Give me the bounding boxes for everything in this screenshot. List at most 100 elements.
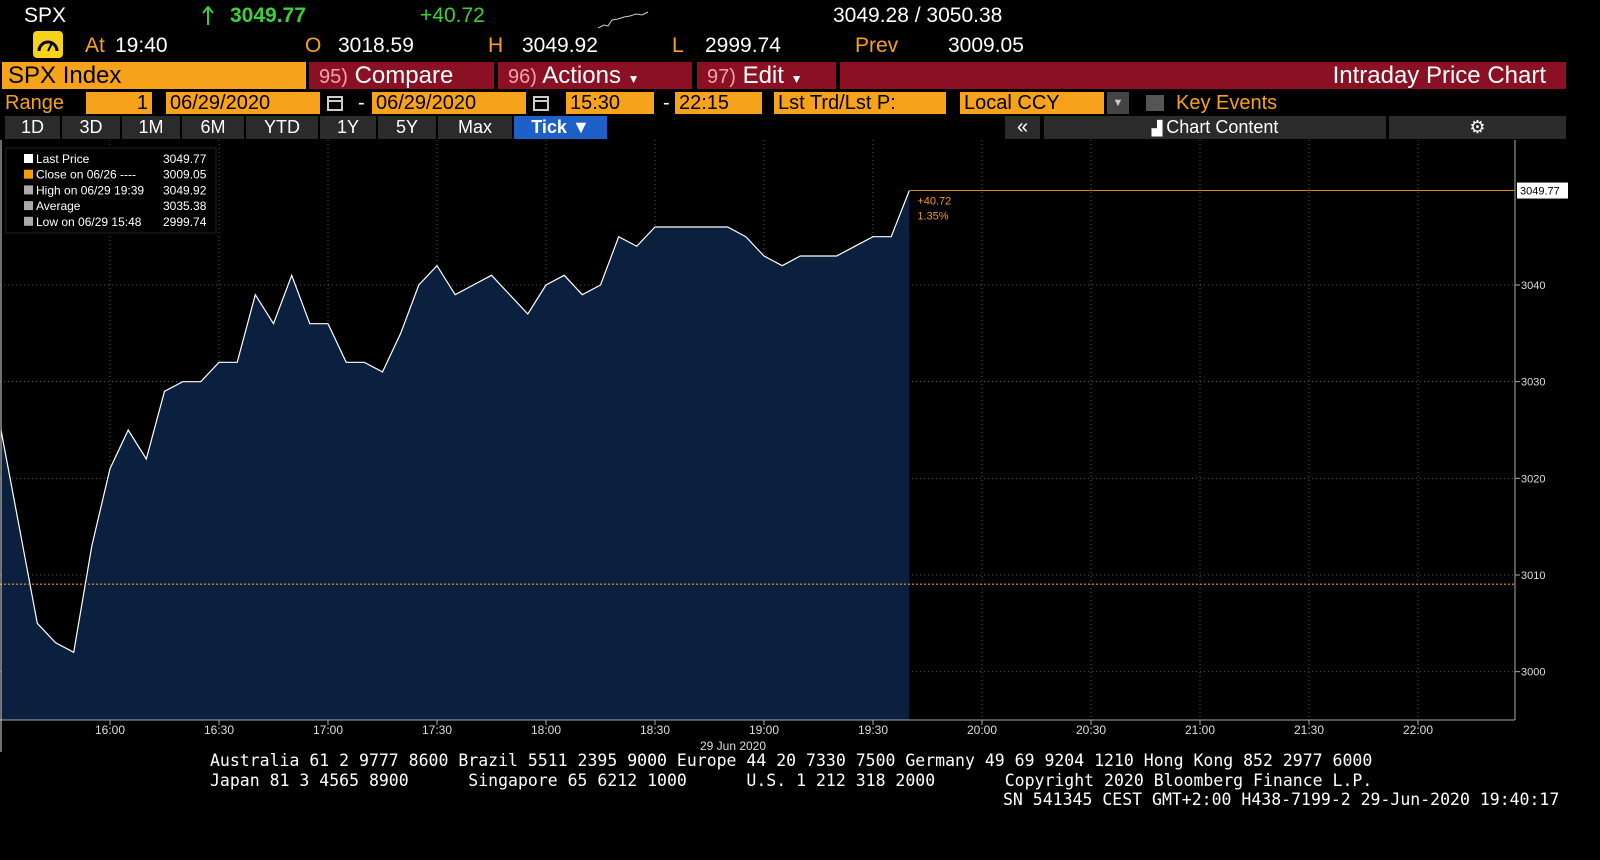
legend-swatch — [24, 185, 33, 195]
ticker: SPX — [24, 4, 67, 27]
x-tick-label: 18:00 — [531, 723, 561, 737]
y-tick-label: 3000 — [1521, 667, 1545, 679]
x-tick-label: 19:30 — [858, 723, 888, 737]
range-label: Range — [5, 92, 64, 114]
legend-swatch — [24, 169, 33, 179]
period-label: 3D — [79, 117, 103, 137]
price-chart: 3000 3010 3020 3030 3040 16:00 16:30 17:00 17:30… — [0, 140, 1568, 753]
legend-label: Close on 06/26 ---- — [36, 168, 136, 182]
menu-label: Edit — [742, 62, 784, 89]
menu-label: Compare — [354, 62, 454, 89]
period-label: 6M — [200, 117, 226, 137]
x-tick-label: 22:00 — [1403, 723, 1433, 737]
legend-label: Last Price — [36, 152, 90, 166]
open: 3018.59 — [338, 34, 414, 57]
price-field[interactable]: Lst Trd/Lst P: — [774, 92, 946, 114]
settings-button[interactable]: ⚙ — [1389, 116, 1566, 139]
currency-dropdown[interactable]: ▼ — [1107, 92, 1129, 114]
start-date[interactable]: 06/29/2020 — [166, 92, 320, 114]
chart-content-label: Chart Content — [1166, 117, 1279, 137]
last-price: 3049.77 — [230, 4, 306, 27]
calendar-icon[interactable] — [326, 94, 344, 112]
x-tick-label: 20:30 — [1076, 723, 1106, 737]
footer-session: SN 541345 CEST GMT+2:00 H438-7199-2 29-J… — [1003, 790, 1560, 809]
legend-value: 3009.05 — [163, 168, 207, 182]
period-label: 1D — [20, 117, 44, 137]
period-label: 5Y — [395, 117, 419, 137]
period-label: Max — [457, 117, 492, 137]
end-date[interactable]: 06/29/2020 — [372, 92, 526, 114]
x-tick-label: 16:00 — [95, 723, 125, 737]
period-button[interactable]: 5Y — [378, 116, 436, 139]
price-area — [1, 190, 910, 721]
legend: Last Price 3049.77 Close on 06/26 ---- 3009… — [5, 147, 217, 234]
x-tick-label: 21:00 — [1185, 723, 1215, 737]
key-events-label: Key Events — [1176, 92, 1278, 114]
period-button[interactable]: 3D — [62, 116, 120, 139]
period-label: Tick — [531, 117, 567, 137]
legend-swatch — [24, 216, 33, 226]
dropdown-arrow: ▼ — [566, 117, 590, 137]
period-button[interactable]: 1M — [122, 116, 180, 139]
high-label: H — [488, 34, 504, 57]
chart-icon: ▟ — [1151, 120, 1167, 136]
start-time[interactable]: 15:30 — [566, 92, 654, 114]
change-annotation: +40.72 — [917, 196, 951, 208]
chart-content-button[interactable]: ▟ Chart Content — [1044, 116, 1386, 139]
period-button[interactable]: Max — [438, 116, 512, 139]
last-price-tag-label: 3049.77 — [1520, 186, 1560, 198]
at-label: At — [85, 34, 105, 57]
y-tick-label: 3040 — [1521, 280, 1545, 292]
range-count[interactable]: 1 — [86, 92, 152, 114]
end-time[interactable]: 22:15 — [675, 92, 762, 114]
menu-number: 97) — [707, 66, 736, 88]
period-label: YTD — [264, 117, 300, 137]
calendar-icon[interactable] — [532, 94, 550, 112]
dropdown-arrow: ▼ — [620, 72, 640, 86]
menu-label: Actions — [542, 62, 621, 89]
dropdown-arrow: ▼ — [783, 72, 803, 86]
period-button[interactable]: 1D — [5, 116, 60, 139]
key-events-checkbox[interactable] — [1146, 95, 1164, 111]
last-price-tag — [1517, 182, 1568, 199]
gauge-icon — [33, 31, 63, 58]
period-button[interactable]: 1Y — [320, 116, 376, 139]
legend-value: 3035.38 — [163, 199, 207, 213]
menu-compare[interactable]: 95) Compare — [309, 62, 494, 89]
low-label: L — [672, 34, 684, 57]
screen-title: Intraday Price Chart — [840, 62, 1566, 89]
legend-bg — [5, 147, 217, 234]
x-tick-label: 21:30 — [1294, 723, 1324, 737]
change-annotation: 1.35% — [917, 211, 948, 223]
period-button[interactable]: Tick ▼ — [514, 116, 607, 139]
currency-field[interactable]: Local CCY — [960, 92, 1104, 114]
y-tick-label: 3010 — [1521, 570, 1545, 582]
prev: 3009.05 — [948, 34, 1024, 57]
collapse-button[interactable]: « — [1005, 116, 1040, 139]
separator: - — [358, 92, 365, 114]
bid-ask: 3049.28 / 3050.38 — [833, 4, 1003, 27]
legend-label: Low on 06/29 15:48 — [36, 215, 142, 229]
menu-edit[interactable]: 97) Edit ▼ — [697, 62, 836, 89]
period-button[interactable]: 6M — [182, 116, 244, 139]
x-tick-label: 17:30 — [422, 723, 452, 737]
security-field[interactable]: SPX Index — [2, 62, 306, 89]
legend-swatch — [24, 201, 33, 211]
menu-actions[interactable]: 96) Actions ▼ — [498, 62, 692, 89]
y-tick-label: 3020 — [1521, 473, 1545, 485]
x-tick-label: 16:30 — [204, 723, 234, 737]
period-label: 1M — [138, 117, 164, 137]
x-tick-label: 18:30 — [640, 723, 670, 737]
high: 3049.92 — [522, 34, 598, 57]
legend-value: 3049.77 — [163, 152, 207, 166]
prev-label: Prev — [855, 34, 899, 57]
price-line — [0, 190, 910, 654]
period-label: 1Y — [336, 117, 360, 137]
open-label: O — [305, 34, 322, 57]
footer-contacts: Australia 61 2 9777 8600 Brazil 5511 239… — [210, 751, 1373, 770]
x-tick-label: 17:00 — [313, 723, 343, 737]
period-button[interactable]: YTD — [246, 116, 318, 139]
low: 2999.74 — [705, 34, 781, 57]
x-axis-date: 29 Jun 2020 — [700, 739, 766, 753]
x-tick-label: 20:00 — [967, 723, 997, 737]
